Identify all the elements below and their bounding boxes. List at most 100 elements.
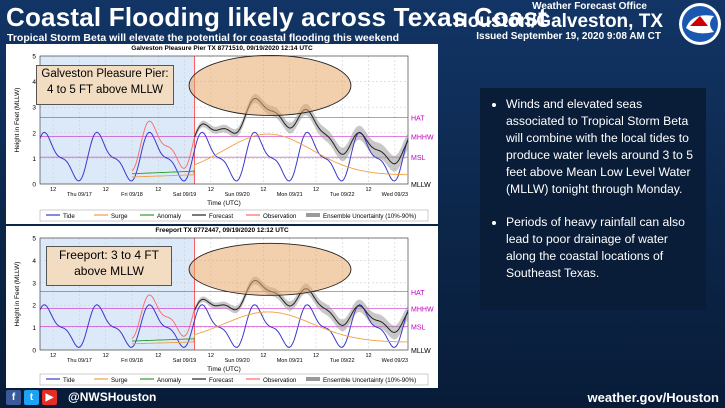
legend-box (39, 209, 429, 222)
y-tick-label: 3 (32, 280, 36, 287)
y-tick-label: 5 (32, 236, 36, 243)
x-tick-label: 12 (155, 187, 161, 193)
anomaly-series (132, 338, 195, 342)
datum-label: MHHW (411, 307, 434, 314)
noaa-nws-logo (679, 3, 721, 45)
page-subtitle: Tropical Storm Beta will elevate the pot… (7, 32, 400, 44)
x-tick-label: Sun 09/20 (225, 358, 250, 364)
x-tick-label: Tue 09/22 (330, 358, 355, 364)
x-tick-label: Tue 09/22 (330, 192, 355, 198)
x-tick-label: 12 (208, 353, 214, 359)
y-tick-label: 4 (32, 258, 36, 265)
chart-title: Freeport TX 8772447, 09/19/2020 12:12 UT… (155, 227, 289, 234)
tide-series (39, 131, 409, 182)
x-tick-label: 12 (155, 353, 161, 359)
page-title: Coastal Flooding likely across Texas Coa… (6, 2, 548, 32)
x-tick-label: 12 (366, 187, 372, 193)
issued-timestamp: Issued September 19, 2020 9:08 AM CT (476, 31, 661, 42)
highlight-ellipse (188, 54, 352, 116)
website-link[interactable]: weather.gov/Houston (587, 390, 719, 405)
y-axis-label: Height in Feet (MLLW) (14, 262, 21, 327)
legend-label: Anomaly (157, 377, 182, 384)
datum-label: HAT (411, 115, 425, 122)
y-tick-label: 0 (32, 348, 36, 355)
anomaly-series (131, 170, 195, 175)
office-label: Weather Forecast Office (532, 1, 647, 12)
x-tick-label: 12 (313, 353, 319, 359)
x-tick-label: Thu 09/17 (67, 358, 92, 364)
x-tick-label: Mon 09/21 (277, 358, 303, 364)
bullet-item: Periods of heavy rainfall can also lead … (506, 214, 696, 282)
legend-box (39, 373, 429, 386)
social-links: f t ▶ (6, 390, 57, 405)
highlight-ellipse (188, 242, 352, 296)
legend-label: Observation (263, 377, 297, 384)
legend-label: Tide (63, 213, 75, 220)
legend-swatch (306, 213, 320, 217)
legend-label: Ensemble Uncertainty (10%-90%) (323, 213, 416, 220)
y-tick-label: 2 (32, 130, 36, 137)
y-tick-label: 3 (32, 105, 36, 112)
x-tick-label: Thu 09/17 (67, 192, 92, 198)
y-tick-label: 1 (32, 156, 36, 163)
x-tick-label: Sun 09/20 (225, 192, 250, 198)
info-box: Winds and elevated seas associated to Tr… (480, 88, 706, 310)
x-tick-label: Sat 09/19 (173, 358, 197, 364)
freeport-callout: Freeport: 3 to 4 FT above MLLW (46, 246, 172, 286)
y-tick-label: 5 (32, 54, 36, 61)
datum-label: HAT (411, 290, 425, 297)
x-tick-label: 12 (103, 353, 109, 359)
x-tick-label: 12 (313, 187, 319, 193)
datum-label: MSL (411, 324, 426, 331)
x-tick-label: Fri 09/18 (121, 358, 143, 364)
tide-series (39, 304, 409, 348)
x-tick-label: 12 (50, 187, 56, 193)
datum-label: MLLW (411, 182, 431, 189)
legend-label: Surge (111, 377, 128, 384)
plot-frame (39, 237, 409, 351)
x-tick-label: 12 (208, 187, 214, 193)
surge-series (132, 311, 409, 345)
legend-label: Anomaly (157, 213, 182, 220)
galveston-callout: Galveston Pleasure Pier: 4 to 5 FT above… (36, 65, 174, 105)
legend-label: Surge (111, 213, 128, 220)
bullet-list: Winds and elevated seas associated to Tr… (480, 88, 706, 282)
y-tick-label: 4 (32, 79, 36, 86)
y-tick-label: 1 (32, 325, 36, 332)
x-tick-label: 12 (103, 187, 109, 193)
observation-series (131, 120, 196, 172)
x-tick-label: 12 (260, 187, 266, 193)
x-tick-label: 12 (260, 353, 266, 359)
surge-series (131, 133, 409, 178)
datum-label: MLLW (411, 348, 431, 355)
legend-label: Forecast (209, 213, 233, 220)
x-tick-label: Sat 09/19 (173, 192, 197, 198)
x-tick-label: 12 (50, 353, 56, 359)
social-handle[interactable]: @NWSHouston (68, 390, 157, 404)
legend-swatch (306, 377, 320, 381)
x-tick-label: 12 (366, 353, 372, 359)
legend-label: Ensemble Uncertainty (10%-90%) (323, 377, 416, 384)
x-tick-label: Mon 09/21 (277, 192, 303, 198)
facebook-icon[interactable]: f (6, 390, 21, 405)
x-tick-label: Wed 09/23 (382, 192, 409, 198)
datum-label: MSL (411, 155, 426, 162)
x-tick-label: Wed 09/23 (382, 358, 409, 364)
office-city: Houston/Galveston, TX (453, 11, 663, 32)
plot-frame (39, 55, 409, 185)
observation-series (131, 294, 196, 339)
chart-title: Galveston Pleasure Pier TX 8771510, 09/1… (131, 45, 313, 52)
y-tick-label: 2 (32, 303, 36, 310)
youtube-icon[interactable]: ▶ (42, 390, 57, 405)
y-axis-label: Height in Feet (MLLW) (14, 88, 21, 153)
y-tick-label: 0 (32, 182, 36, 189)
x-axis-label: Time (UTC) (207, 200, 241, 207)
x-axis-label: Time (UTC) (207, 366, 241, 373)
bullet-item: Winds and elevated seas associated to Tr… (506, 96, 696, 198)
legend-label: Tide (63, 377, 75, 384)
x-tick-label: Fri 09/18 (121, 192, 143, 198)
legend-label: Forecast (209, 377, 233, 384)
twitter-icon[interactable]: t (24, 390, 39, 405)
datum-label: MHHW (411, 135, 434, 142)
